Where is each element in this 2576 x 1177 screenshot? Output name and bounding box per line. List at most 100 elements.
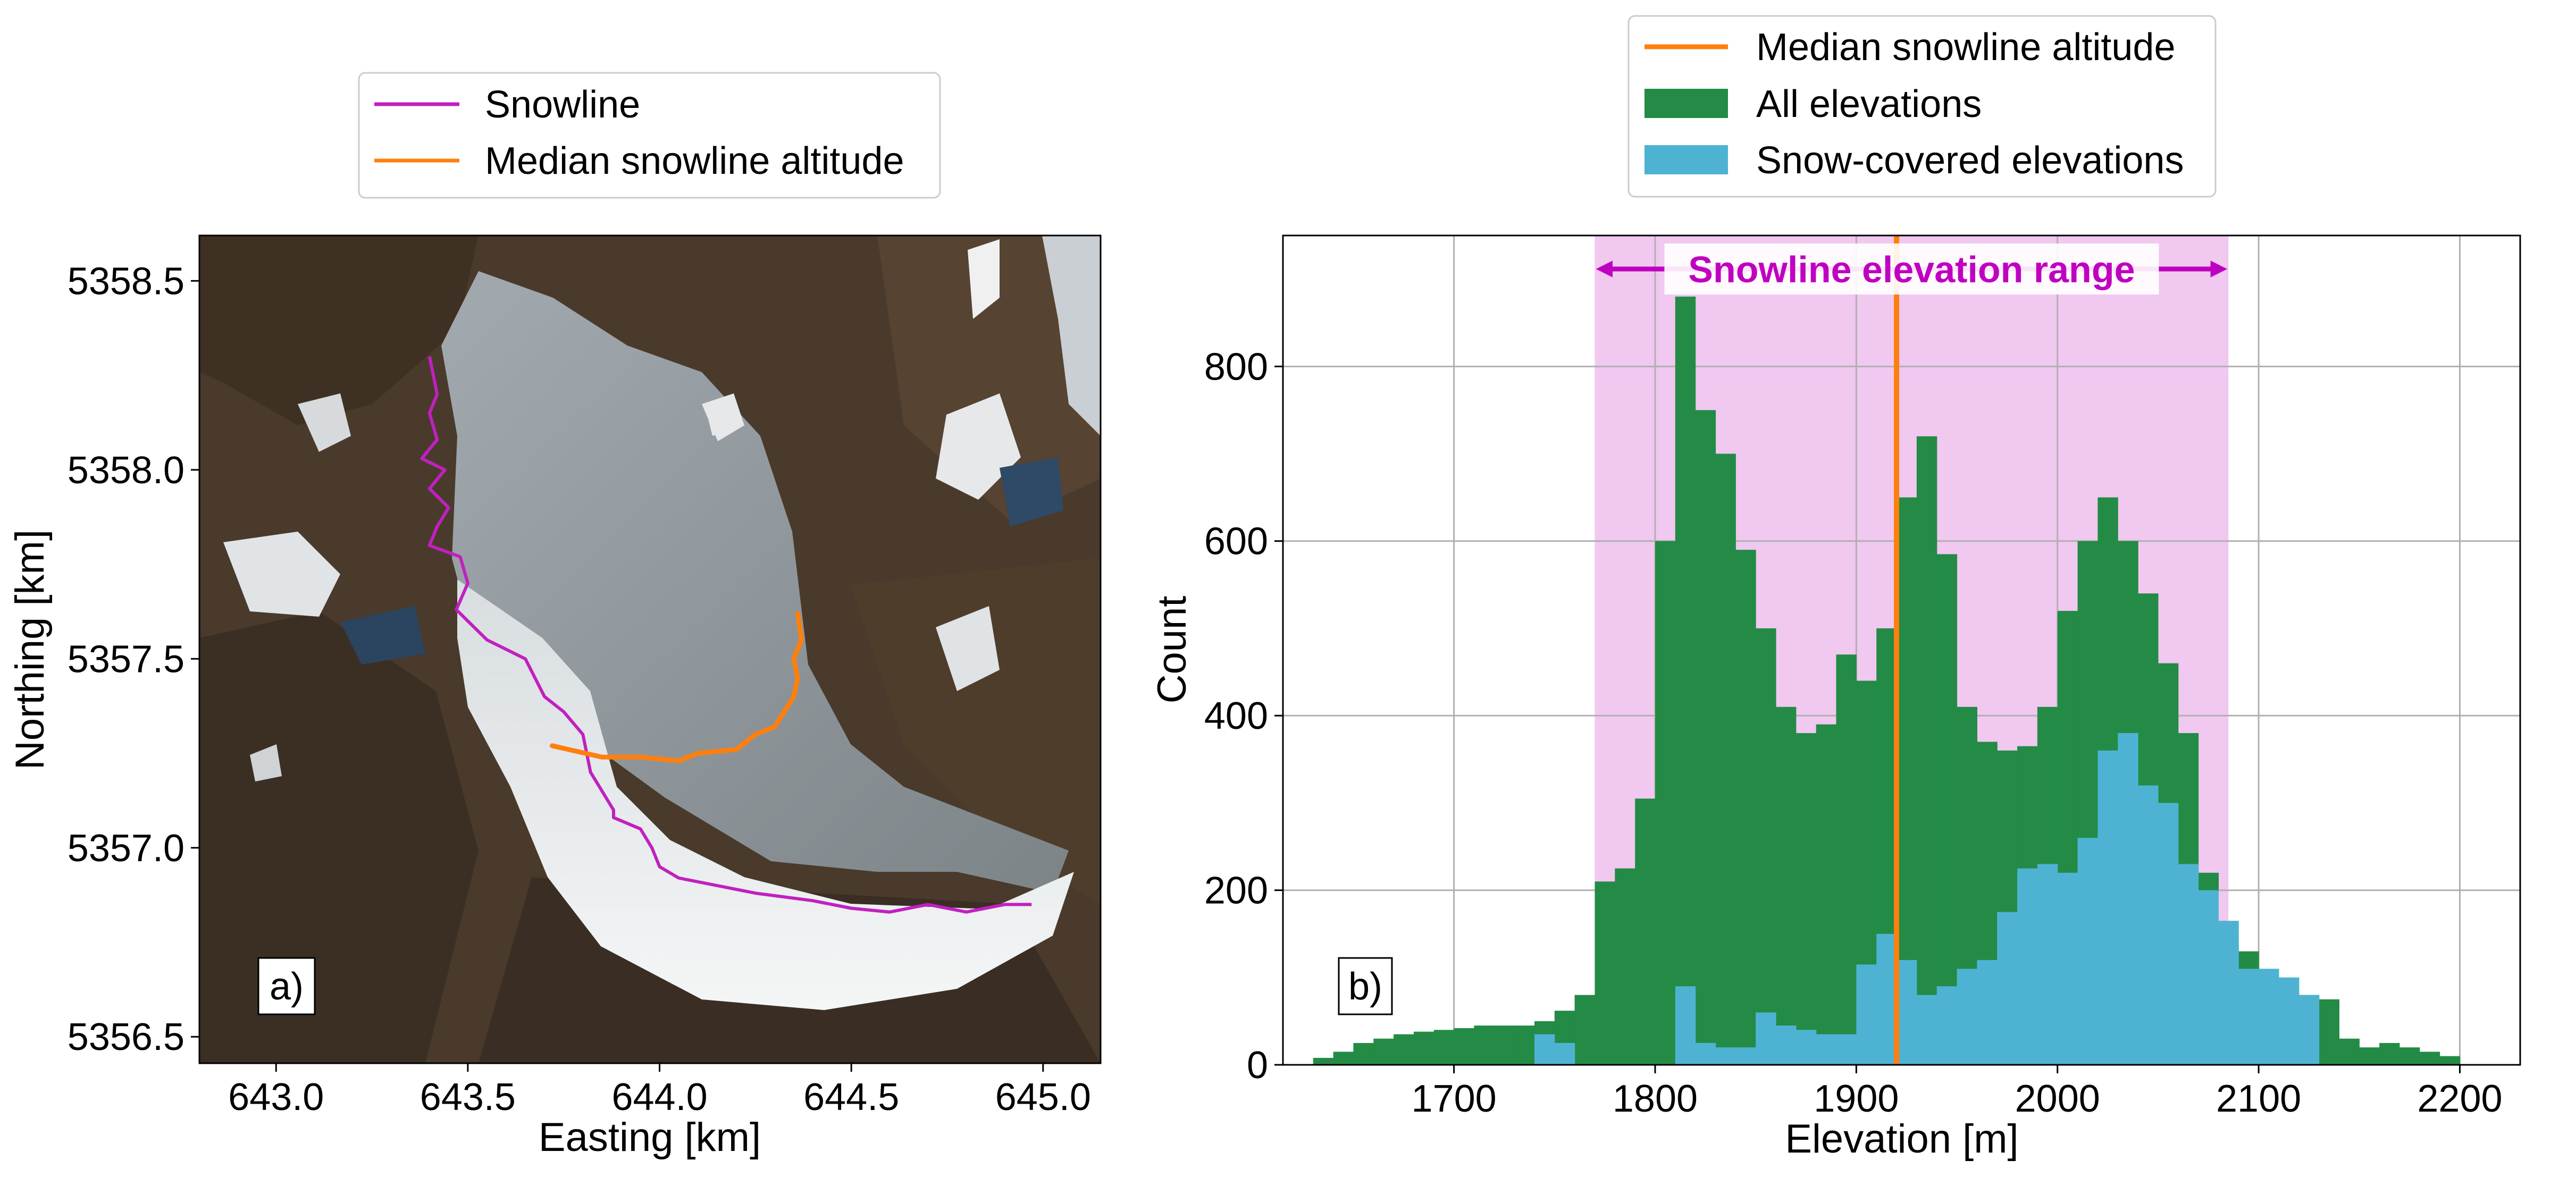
panel-b-label-box [1338, 957, 1393, 1015]
xtick-label: 643.5 [420, 1076, 516, 1119]
panel-a-label: a) [270, 965, 304, 1008]
legend-b-snow-swatch [1644, 145, 1728, 174]
bar-snow-covered [2097, 750, 2118, 1065]
bar-snow-covered [2077, 838, 2098, 1065]
bar-all-elevations [1474, 1025, 1495, 1065]
ytick-label: 400 [1204, 695, 1268, 737]
ytick-label: 5358.5 [68, 260, 184, 302]
snowline-range-label: Snowline elevation range [1688, 249, 2135, 290]
xtick-label: 2200 [2417, 1078, 2502, 1120]
legend-a-snowline-label: Snowline [485, 83, 640, 126]
bar-snow-covered [1916, 995, 1937, 1065]
xtick-label: 1800 [1613, 1078, 1698, 1120]
bar-snow-covered [1816, 1034, 1837, 1065]
bar-all-elevations [2439, 1056, 2461, 1065]
bar-snow-covered [2138, 785, 2159, 1065]
bar-snow-covered [2279, 977, 2300, 1065]
bar-snow-covered [1715, 1047, 1736, 1065]
bar-snow-covered [2037, 864, 2058, 1065]
bar-all-elevations [1313, 1057, 1334, 1065]
bar-snow-covered [2198, 890, 2219, 1065]
bar-all-elevations [1655, 541, 1676, 1065]
bar-all-elevations [1756, 628, 1776, 1065]
ytick-label: 0 [1247, 1044, 1268, 1087]
ytick-label: 5357.5 [68, 638, 184, 680]
bar-snow-covered [2218, 921, 2239, 1065]
bar-all-elevations [1494, 1025, 1515, 1065]
ytick-label: 600 [1204, 520, 1268, 563]
bar-snow-covered [2158, 803, 2179, 1065]
axes-b-xlabel: Elevation [m] [1785, 1116, 2018, 1162]
bar-all-elevations [1695, 410, 1716, 1065]
bar-all-elevations [1433, 1030, 1455, 1065]
satellite-image [199, 236, 1101, 1063]
legend-b-snow-label: Snow-covered elevations [1756, 139, 2184, 182]
axes-a-yticks: 5356.5 5357.0 5357.5 5358.0 5358.5 [68, 260, 199, 1058]
xtick-label: 643.0 [228, 1076, 324, 1119]
ytick-label: 5356.5 [68, 1016, 184, 1058]
legend-b: Median snowline altitude All elevations … [1627, 15, 2217, 198]
bar-snow-covered [1897, 960, 1917, 1065]
axes-b-xticks: 1700 1800 1900 2000 2100 2200 [1412, 1065, 2503, 1120]
bar-snow-covered [1675, 986, 1696, 1065]
bars-snow-covered [1534, 733, 2320, 1065]
bar-all-elevations [1936, 554, 1958, 1065]
bar-all-elevations [1715, 453, 1736, 1065]
axes-a-xticks: 643.0 643.5 644.0 644.5 645.0 [228, 1063, 1091, 1119]
bar-all-elevations [2319, 999, 2339, 1065]
bar-all-elevations [1394, 1034, 1414, 1065]
bar-snow-covered [1554, 1043, 1575, 1065]
bar-all-elevations [1574, 995, 1595, 1065]
bar-all-elevations [2419, 1052, 2440, 1065]
bar-all-elevations [1795, 733, 1817, 1065]
panel-b: Median snowline altitude All elevations … [1149, 15, 2521, 1162]
bar-all-elevations [1776, 707, 1797, 1065]
axes-b-ylabel: Count [1149, 596, 1195, 704]
bar-all-elevations [2379, 1043, 2400, 1065]
bar-snow-covered [2238, 969, 2259, 1065]
ytick-label: 5357.0 [68, 827, 184, 870]
bar-all-elevations [1635, 798, 1656, 1065]
bar-all-elevations [1816, 724, 1837, 1065]
snowline-path [420, 356, 1032, 914]
bar-all-elevations [1413, 1031, 1434, 1065]
bar-snow-covered [1735, 1047, 1756, 1065]
bar-snow-covered [2298, 995, 2320, 1065]
bar-all-elevations [1836, 654, 1857, 1065]
bar-snow-covered [2178, 864, 2199, 1065]
bar-snow-covered [2259, 969, 2279, 1065]
axes-a-frame [198, 234, 1102, 1064]
bar-snow-covered [1756, 1012, 1776, 1065]
bar-all-elevations [1333, 1052, 1354, 1065]
snowline-range-label-bg [1664, 243, 2159, 295]
xtick-label: 645.0 [995, 1076, 1091, 1119]
bar-snow-covered [1534, 1034, 1555, 1065]
xtick-label: 644.0 [611, 1076, 707, 1119]
legend-b-all-swatch [1644, 89, 1728, 118]
xtick-label: 1900 [1814, 1078, 1899, 1120]
panel-a: Snowline Median snowline altitude [7, 72, 1102, 1160]
axes-b-yticks: 0 200 400 600 800 [1204, 346, 1283, 1087]
axes-a-ylabel: Northing [km] [7, 529, 53, 770]
xtick-label: 644.5 [803, 1076, 899, 1119]
bar-all-elevations [2399, 1047, 2420, 1065]
bar-snow-covered [1695, 1043, 1716, 1065]
panel-b-label: b) [1348, 965, 1382, 1008]
bar-all-elevations [1353, 1043, 1374, 1065]
bar-snow-covered [1997, 912, 2018, 1065]
bar-snow-covered [2057, 872, 2078, 1065]
xtick-label: 2000 [2015, 1078, 2100, 1120]
bar-snow-covered [1776, 1025, 1797, 1065]
bar-all-elevations [1595, 881, 1615, 1065]
xtick-label: 1700 [1412, 1078, 1497, 1120]
panel-a-label-box [257, 957, 316, 1015]
bar-snow-covered [1977, 960, 1998, 1065]
bar-snow-covered [1957, 969, 1977, 1065]
bar-snow-covered [2118, 733, 2138, 1065]
legend-b-median-label: Median snowline altitude [1756, 26, 2175, 69]
ytick-label: 200 [1204, 870, 1268, 912]
xtick-label: 2100 [2216, 1078, 2301, 1120]
bar-snow-covered [1936, 986, 1958, 1065]
bar-all-elevations [1675, 296, 1696, 1065]
